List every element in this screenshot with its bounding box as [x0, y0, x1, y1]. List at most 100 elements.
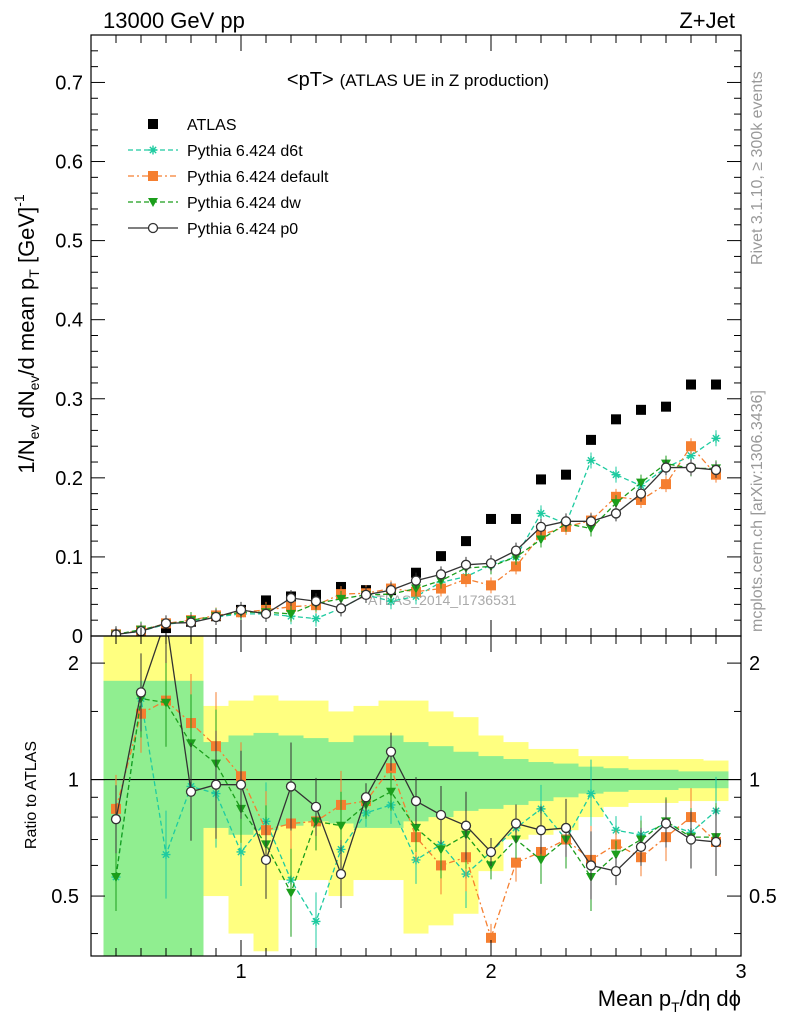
main-point	[160, 618, 172, 629]
ratio-point	[385, 746, 397, 757]
ratio-series-3	[110, 636, 722, 909]
main-point	[611, 499, 621, 509]
x-tick-label: 1	[235, 961, 246, 983]
ratio-y-tick-label-right: 1	[749, 770, 760, 792]
ratio-point	[336, 821, 346, 831]
main-point	[336, 594, 346, 604]
ratio-point	[435, 809, 447, 821]
stat-band-bin	[503, 759, 529, 805]
ratio-point	[611, 825, 621, 835]
ratio-point	[310, 801, 322, 813]
main-point	[710, 464, 722, 476]
main-point	[535, 521, 547, 533]
axes-ticks: 0 0.1 0.2 0.3 0.4 0.5 0.6 0.7 1 2 3 0.5 0.5 1 1 2 2	[51, 35, 777, 983]
mcplots-label: mcplots.cern.ch [arXiv:1306.3436]	[749, 390, 766, 632]
main-point	[260, 608, 272, 620]
legend-entry: Pythia 6.424 p0	[128, 221, 298, 238]
main-point	[585, 516, 597, 527]
legend-label: Pythia 6.424 d6t	[187, 143, 303, 160]
ratio-point	[410, 795, 422, 807]
legend-marker	[148, 198, 158, 207]
main-point	[461, 536, 471, 547]
main-point	[661, 401, 671, 412]
main-point	[635, 488, 647, 499]
main-point	[511, 561, 521, 572]
main-point	[661, 479, 671, 490]
x-tick-label: 2	[485, 961, 496, 983]
main-point	[711, 379, 721, 390]
main-point	[685, 462, 697, 473]
ratio-point	[210, 779, 222, 790]
main-panel-content	[110, 379, 722, 636]
ratio-y-tick-label: 2	[68, 653, 79, 675]
main-series-4	[110, 459, 722, 636]
main-point	[335, 603, 347, 614]
ratio-point	[110, 814, 122, 825]
stat-band-bin	[478, 756, 504, 809]
main-series-2	[111, 438, 721, 636]
legend-marker	[147, 222, 159, 234]
ratio-point	[536, 855, 546, 865]
main-point	[610, 508, 622, 519]
stat-band-bin	[553, 763, 579, 798]
ratio-point	[335, 868, 347, 880]
main-point	[486, 580, 496, 591]
ratio-point	[685, 834, 697, 845]
main-y-axis-label: 1/Nev dNev/d mean pT [GeV]-1	[11, 194, 42, 474]
main-series-1	[111, 430, 721, 636]
energy-label: 13000 GeV pp	[103, 8, 245, 33]
process-label: Z+Jet	[679, 8, 735, 33]
main-point	[435, 569, 447, 580]
main-point	[311, 614, 321, 624]
main-point	[686, 441, 696, 452]
ratio-point	[161, 698, 171, 708]
ratio-y-tick-label-right: 0.5	[749, 886, 777, 908]
legend-label: ATLAS	[187, 117, 237, 134]
legend-label: Pythia 6.424 p0	[187, 221, 298, 238]
main-point	[536, 535, 546, 545]
plot-title: <pT> (ATLAS UE in Z production)	[287, 69, 549, 91]
main-y-tick-label: 0	[72, 626, 83, 648]
main-y-tick-label: 0.3	[55, 389, 83, 411]
ratio-point	[286, 888, 296, 898]
main-point	[711, 433, 721, 443]
plot-title-main: <pT>	[287, 69, 334, 91]
ratio-point	[635, 841, 647, 853]
main-point	[485, 558, 497, 569]
ratio-point	[560, 822, 572, 834]
ratio-point	[535, 825, 547, 836]
main-point	[586, 434, 596, 445]
ratio-y-tick-label: 0.5	[51, 886, 79, 908]
main-y-tick-label: 0.7	[55, 72, 83, 94]
main-point	[636, 478, 646, 488]
analysis-watermark: ATLAS_2014_I1736531	[368, 592, 517, 608]
ratio-point	[161, 850, 171, 860]
main-point	[561, 469, 571, 480]
x-axis-label: Mean pT/dη dϕ	[598, 986, 741, 1015]
legend-marker	[148, 171, 158, 181]
main-line-3	[115, 462, 716, 636]
main-point	[586, 455, 596, 465]
ratio-point	[185, 786, 197, 797]
ratio-point	[411, 823, 421, 833]
main-point	[560, 516, 572, 527]
legend-entry: Pythia 6.424 dw	[128, 195, 301, 212]
plot-title-suffix: (ATLAS UE in Z production)	[340, 71, 549, 90]
rivet-version-label: Rivet 3.1.10, ≥ 300k events	[749, 71, 766, 265]
main-point	[436, 551, 446, 562]
main-series-3	[111, 455, 721, 636]
main-point	[286, 609, 296, 619]
main-point	[310, 596, 322, 607]
ratio-point	[236, 847, 246, 857]
legend-marker	[148, 119, 158, 129]
x-tick-label: 3	[735, 961, 746, 983]
ratio-point	[235, 779, 247, 790]
legend-marker	[148, 145, 158, 155]
ratio-point	[611, 850, 621, 860]
ratio-point	[610, 865, 622, 877]
ratio-point	[510, 818, 522, 829]
main-line-4	[115, 466, 717, 636]
legend-label: Pythia 6.424 default	[187, 169, 329, 186]
ratio-point	[285, 781, 297, 792]
